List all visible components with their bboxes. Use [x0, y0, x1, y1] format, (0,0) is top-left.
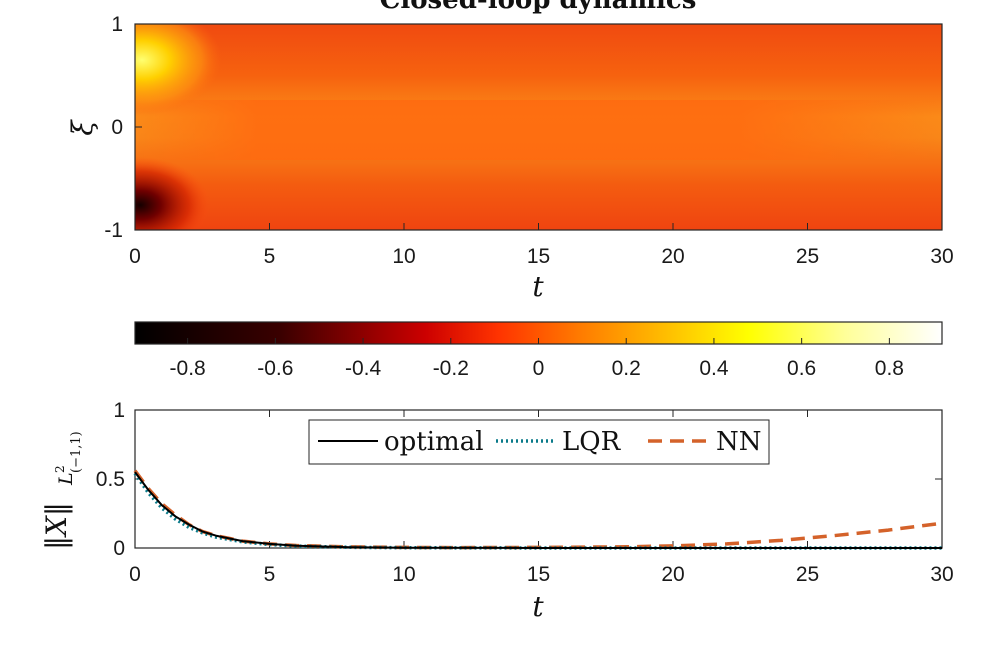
legend-label-nn: NN — [716, 427, 762, 457]
line-chart-x-tick-label: 10 — [392, 563, 415, 586]
colorbar-tick-label: -0.4 — [345, 357, 382, 380]
heatmap-x-tick-label: 20 — [661, 245, 684, 268]
heatmap-y-tick-label: 1 — [111, 13, 123, 36]
line-chart-series — [133, 469, 943, 550]
legend: optimal LQR NN — [308, 419, 770, 465]
line-chart-x-ticks: 0 5 10 15 20 25 30 — [129, 563, 954, 586]
heatmap-x-tick-label: 25 — [796, 245, 819, 268]
heatmap-title: Closed-loop dynamics — [380, 0, 697, 15]
series-line-optimal — [134, 471, 942, 549]
svg-text:(−1,1): (−1,1) — [69, 431, 84, 473]
series-line-nn — [133, 469, 943, 550]
heatmap-middle-band — [135, 100, 942, 160]
heatmap — [135, 24, 942, 230]
heatmap-x-tick-label: 15 — [527, 245, 550, 268]
colorbar-tick-label: -0.8 — [170, 357, 206, 380]
heatmap-x-tick-label: 0 — [129, 245, 141, 268]
colorbar-tick-label: -0.6 — [257, 357, 293, 380]
heatmap-x-tick-label: 5 — [264, 245, 276, 268]
line-chart-x-tick-label: 30 — [930, 563, 953, 586]
line-chart-y-tick-label: 0 — [113, 537, 125, 560]
line-chart-x-label: t — [532, 590, 544, 623]
heatmap-y-tick-label: 0 — [111, 116, 123, 139]
heatmap-y-ticks: -1 0 1 — [104, 13, 142, 242]
colorbar-tick-label: 0 — [533, 357, 545, 380]
line-chart-y-tick-label: 1 — [113, 399, 125, 422]
line-chart-x-tick-label: 20 — [661, 563, 684, 586]
colorbar-tick-label: 0.8 — [875, 357, 904, 380]
svg-text:L: L — [55, 472, 77, 486]
heatmap-y-label: ξ — [66, 119, 99, 136]
svg-text:‖X‖: ‖X‖ — [40, 502, 73, 550]
line-chart-x-tick-label: 25 — [796, 563, 819, 586]
colorbar-tick-label: -0.2 — [433, 357, 469, 380]
heatmap-top-peak — [135, 24, 222, 115]
heatmap-x-ticks: 0 5 10 15 20 25 30 — [129, 223, 954, 268]
line-chart-y-label: ‖X‖ L 2 (−1,1) — [40, 431, 84, 550]
heatmap-x-tick-label: 10 — [392, 245, 415, 268]
colorbar-tick-label: 0.4 — [699, 357, 729, 380]
heatmap-y-tick-label: -1 — [104, 219, 123, 242]
line-chart-y-tick-label: 0.5 — [96, 468, 125, 491]
line-chart-x-tick-label: 15 — [527, 563, 550, 586]
heatmap-bottom-trough — [135, 157, 210, 230]
legend-label-optimal: optimal — [384, 427, 484, 457]
svg-text:2: 2 — [53, 465, 67, 473]
colorbar-ticks: -0.8 -0.6 -0.4 -0.2 0 0.2 0.4 0.6 0.8 — [170, 338, 904, 380]
heatmap-x-label: t — [532, 270, 544, 303]
legend-label-lqr: LQR — [562, 427, 622, 457]
line-chart-x-tick-label: 0 — [129, 563, 141, 586]
heatmap-x-tick-label: 30 — [930, 245, 953, 268]
colorbar-tick-label: 0.6 — [787, 357, 816, 380]
line-chart-y-ticks: 00.51 — [96, 399, 125, 560]
line-chart-x-tick-label: 5 — [264, 563, 276, 586]
colorbar-tick-label: 0.2 — [612, 357, 641, 380]
